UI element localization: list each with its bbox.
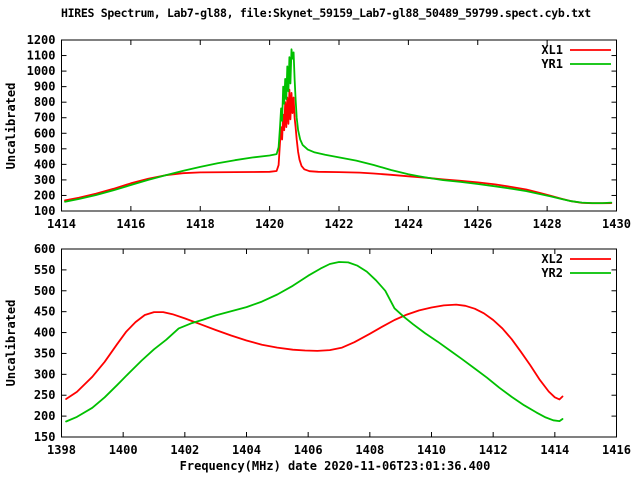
y-tick-label: 800 [34, 95, 56, 109]
y-tick-label: 450 [34, 305, 56, 319]
x-tick-label: 1414 [540, 443, 569, 457]
series-xl2-line [65, 303, 564, 401]
legend-label-xl2: XL2 [541, 252, 563, 266]
legend-label-yr2: YR2 [541, 266, 563, 280]
y-tick-label: 150 [34, 430, 56, 444]
plot-border [61, 39, 617, 212]
x-tick-label: 1420 [255, 217, 284, 231]
y-tick-label: 1200 [27, 33, 56, 47]
y-tick-label: 900 [34, 80, 56, 94]
y-tick-label: 400 [34, 157, 56, 171]
y-tick-label: 500 [34, 142, 56, 156]
x-tick-label: 1400 [109, 443, 138, 457]
legend-label-yr1: YR1 [541, 57, 563, 71]
x-tick-label: 1412 [479, 443, 508, 457]
y-tick-label: 500 [34, 284, 56, 298]
y-tick-label: 600 [34, 242, 56, 256]
x-tick-label: 1414 [47, 217, 76, 231]
x-tick-label: 1422 [325, 217, 354, 231]
x-tick-label: 1404 [232, 443, 261, 457]
x-tick-label: 1428 [533, 217, 562, 231]
x-tick-label: 1424 [394, 217, 423, 231]
y-tick-label: 200 [34, 188, 56, 202]
y-tick-label: 700 [34, 111, 56, 125]
series-yr2-line [65, 261, 564, 423]
x-tick-label: 1418 [186, 217, 215, 231]
y-tick-label: 1100 [27, 49, 56, 63]
y-tick-label: 1000 [27, 64, 56, 78]
x-tick-label: 1406 [294, 443, 323, 457]
x-tick-label: 1430 [602, 217, 631, 231]
x-tick-label: 1416 [116, 217, 145, 231]
y-tick-label: 200 [34, 409, 56, 423]
x-tick-label: 1408 [355, 443, 384, 457]
y-tick-label: 400 [34, 326, 56, 340]
y-tick-label: 250 [34, 388, 56, 402]
plot-border [61, 248, 617, 438]
x-tick-label: 1410 [417, 443, 446, 457]
legend-label-xl1: XL1 [541, 43, 563, 57]
series-yr1-line [64, 48, 613, 205]
y-tick-label: 350 [34, 346, 56, 360]
y-tick-label: 100 [34, 204, 56, 218]
top-y-axis-title: Uncalibrated [4, 82, 18, 170]
y-tick-label: 300 [34, 173, 56, 187]
x-axis-title: Frequency(MHz) date 2020-11-06T23:01:36.… [179, 459, 491, 473]
x-tick-label: 1426 [463, 217, 492, 231]
x-tick-label: 1416 [602, 443, 631, 457]
x-tick-label: 1398 [47, 443, 76, 457]
x-tick-label: 1402 [170, 443, 199, 457]
y-tick-label: 550 [34, 263, 56, 277]
series-xl1-line [64, 88, 613, 205]
y-tick-label: 600 [34, 126, 56, 140]
y-tick-label: 300 [34, 367, 56, 381]
chart-title: HIRES Spectrum, Lab7-gl88, file:Skynet_5… [61, 6, 591, 20]
bottom-y-axis-title: Uncalibrated [4, 299, 18, 387]
